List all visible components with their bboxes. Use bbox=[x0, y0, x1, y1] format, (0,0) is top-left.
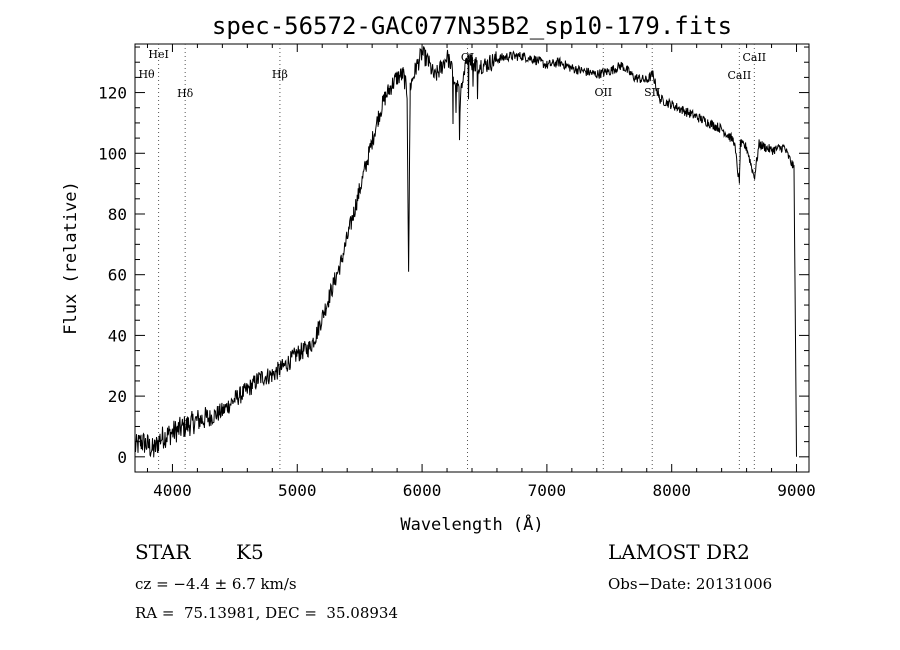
axis-ticks: 4000 5000 6000 7000 8000 9000 0 20 40 60 80 100 120 bbox=[98, 44, 816, 500]
object-subclass: K5 bbox=[236, 540, 264, 564]
spectral-line-label: Hθ bbox=[138, 68, 155, 81]
y-tick-label: 40 bbox=[108, 326, 127, 345]
observation-date: Obs−Date: 20131006 bbox=[608, 575, 773, 593]
spectral-line-label: Hβ bbox=[272, 68, 288, 81]
object-class: STAR bbox=[135, 540, 191, 564]
spectral-line-label: CaII bbox=[728, 69, 752, 82]
x-tick-label: 7000 bbox=[528, 481, 567, 500]
survey-name: LAMOST DR2 bbox=[608, 540, 750, 564]
chart-title: spec-56572-GAC077N35B2_sp10-179.fits bbox=[212, 12, 732, 40]
y-tick-label: 0 bbox=[117, 448, 127, 467]
x-tick-label: 8000 bbox=[652, 481, 691, 500]
plot-frame bbox=[134, 43, 810, 473]
y-tick-label: 120 bbox=[98, 84, 127, 103]
y-tick-label: 20 bbox=[108, 387, 127, 406]
redshift-velocity: cz = −4.4 ± 6.7 km/s bbox=[135, 575, 297, 593]
x-tick-label: 4000 bbox=[153, 481, 192, 500]
y-axis-label: Flux (relative) bbox=[61, 181, 81, 335]
y-tick-label: 60 bbox=[108, 266, 127, 285]
spectrum-series-line bbox=[134, 46, 797, 458]
y-tick-label: 80 bbox=[108, 205, 127, 224]
spectral-line-label: CaII bbox=[742, 51, 766, 64]
spectral-line-label: HeI bbox=[148, 48, 168, 61]
y-tick-label: 100 bbox=[98, 144, 127, 163]
coordinates: RA = 75.13981, DEC = 35.08934 bbox=[135, 604, 399, 622]
spectral-line-label: Hδ bbox=[177, 87, 194, 100]
x-axis-label: Wavelength (Å) bbox=[400, 513, 543, 535]
x-tick-label: 9000 bbox=[777, 481, 816, 500]
x-tick-label: 5000 bbox=[278, 481, 317, 500]
spectral-line-label: OII bbox=[594, 86, 612, 99]
x-tick-label: 6000 bbox=[403, 481, 442, 500]
